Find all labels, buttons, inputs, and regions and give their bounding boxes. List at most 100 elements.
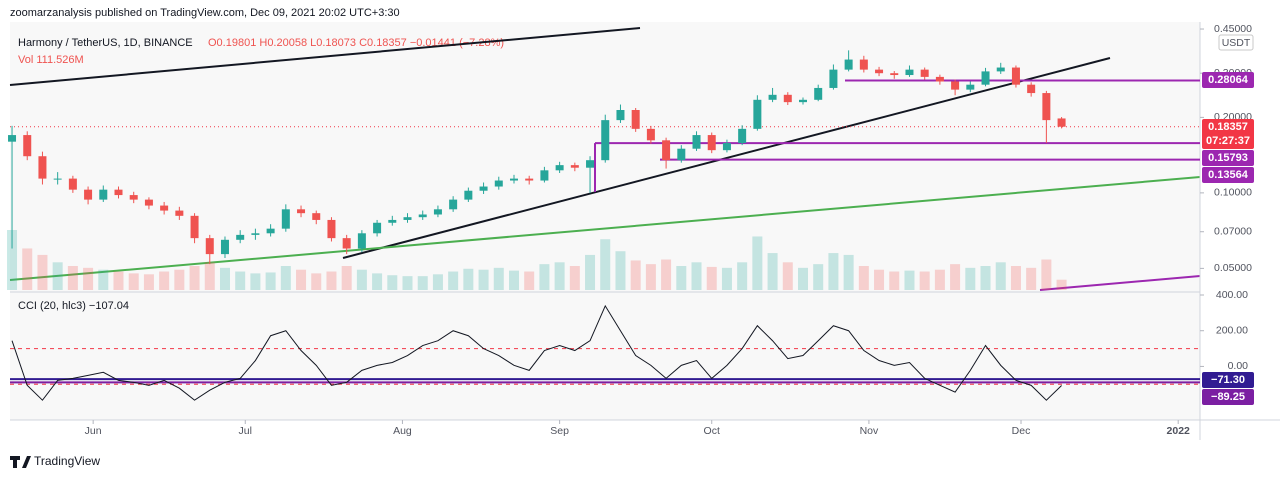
- level-label: 0.15793: [1208, 152, 1248, 164]
- candle-body: [175, 210, 184, 216]
- volume-bar: [37, 254, 48, 290]
- x-tick-label: Jun: [85, 425, 102, 437]
- candle-body: [53, 178, 62, 180]
- level-label: 0.13564: [1208, 169, 1249, 181]
- volume-bar: [387, 275, 398, 290]
- volume-bar: [661, 259, 672, 290]
- volume-bar: [813, 264, 824, 290]
- candle-body: [236, 234, 245, 240]
- candle-body: [8, 135, 17, 142]
- volume-bar: [797, 267, 808, 290]
- volume-bar: [463, 268, 474, 290]
- x-tick-label: 2022: [1167, 425, 1191, 437]
- candle-body: [1057, 118, 1066, 127]
- candle-body: [798, 99, 807, 103]
- candle-body: [707, 135, 716, 151]
- candle-body: [144, 199, 153, 206]
- logo: [10, 456, 31, 468]
- volume-bar: [159, 271, 170, 290]
- volume-bar: [1010, 266, 1021, 290]
- candle-body: [768, 94, 777, 100]
- candle-body: [905, 69, 914, 76]
- volume-bar: [7, 230, 18, 290]
- volume-bar: [767, 253, 778, 290]
- candle-body: [281, 209, 290, 229]
- cci-level-bg: [1202, 372, 1254, 388]
- candle-body: [738, 128, 747, 144]
- candle-body: [570, 165, 579, 168]
- cci-level-label: −71.30: [1211, 374, 1245, 386]
- x-tick-label: Nov: [860, 425, 879, 437]
- countdown: 07:27:37: [1206, 135, 1250, 147]
- candle-body: [312, 213, 321, 220]
- volume-bar: [752, 236, 763, 290]
- volume-bar: [22, 248, 33, 290]
- brand: TradingView: [34, 454, 100, 468]
- candle-body: [220, 239, 229, 255]
- candle-body: [509, 178, 518, 181]
- candle-body: [844, 59, 853, 70]
- volume-bar: [98, 269, 109, 290]
- candle-body: [875, 69, 884, 74]
- volume-bar: [296, 269, 307, 290]
- volume-bar: [721, 267, 732, 290]
- candle-body: [616, 109, 625, 121]
- volume-bar: [189, 266, 200, 290]
- volume-bar: [128, 273, 139, 290]
- volume-bar: [250, 273, 261, 290]
- trend-line: [9, 176, 1201, 281]
- candle-body: [84, 189, 93, 200]
- level-label: 0.28064: [1208, 74, 1249, 86]
- candle-body: [1011, 67, 1020, 85]
- candle-body: [829, 69, 838, 88]
- candle-body: [540, 170, 549, 181]
- candle-body: [160, 205, 169, 211]
- candle-body: [388, 219, 397, 223]
- y-tick-label: 0.45000: [1214, 23, 1252, 35]
- candle-body: [525, 178, 534, 181]
- candle-body: [753, 99, 762, 129]
- candle-body: [890, 73, 899, 76]
- candle-body: [129, 195, 138, 200]
- level-label-bg: [1202, 150, 1254, 166]
- volume-bar: [858, 266, 869, 290]
- volume-bar: [828, 253, 839, 290]
- volume-bar: [737, 262, 748, 290]
- currency-box: [1218, 34, 1254, 51]
- volume-bar: [843, 254, 854, 290]
- volume-bar: [417, 276, 428, 290]
- y-tick-label: 200.00: [1216, 324, 1248, 336]
- candle-body: [373, 222, 382, 234]
- candle-body: [555, 165, 564, 171]
- candle-body: [479, 186, 488, 191]
- volume-bar: [432, 274, 443, 290]
- volume-bar: [478, 269, 489, 290]
- x-tick-label: Oct: [704, 425, 720, 437]
- volume-bar: [326, 271, 337, 290]
- volume-bar: [493, 267, 504, 290]
- symbol: Harmony / TetherUS, 1D, BINANCE: [18, 37, 193, 49]
- candle-body: [190, 215, 199, 239]
- candle-body: [814, 87, 823, 100]
- volume-bar: [402, 276, 413, 290]
- candle-body: [449, 199, 458, 210]
- volume-bar: [356, 269, 367, 290]
- plot-bg: [10, 22, 1200, 420]
- x-tick-label: Sep: [550, 425, 569, 437]
- candle-body: [966, 84, 975, 90]
- candle-body: [859, 59, 868, 70]
- volume-bar: [934, 269, 945, 290]
- candle-body: [722, 143, 731, 151]
- candle-body: [433, 209, 442, 215]
- volume-bar: [524, 271, 535, 290]
- candle-body: [631, 109, 640, 129]
- volume-bar: [1026, 267, 1037, 290]
- volume-bar: [706, 266, 717, 290]
- volume-bar: [980, 266, 991, 290]
- candle-body: [586, 160, 595, 168]
- volume-bar: [1041, 259, 1052, 290]
- x-tick-label: Dec: [1012, 425, 1031, 437]
- volume-bar: [265, 272, 276, 290]
- volume-bar: [554, 262, 565, 290]
- candle-body: [783, 94, 792, 103]
